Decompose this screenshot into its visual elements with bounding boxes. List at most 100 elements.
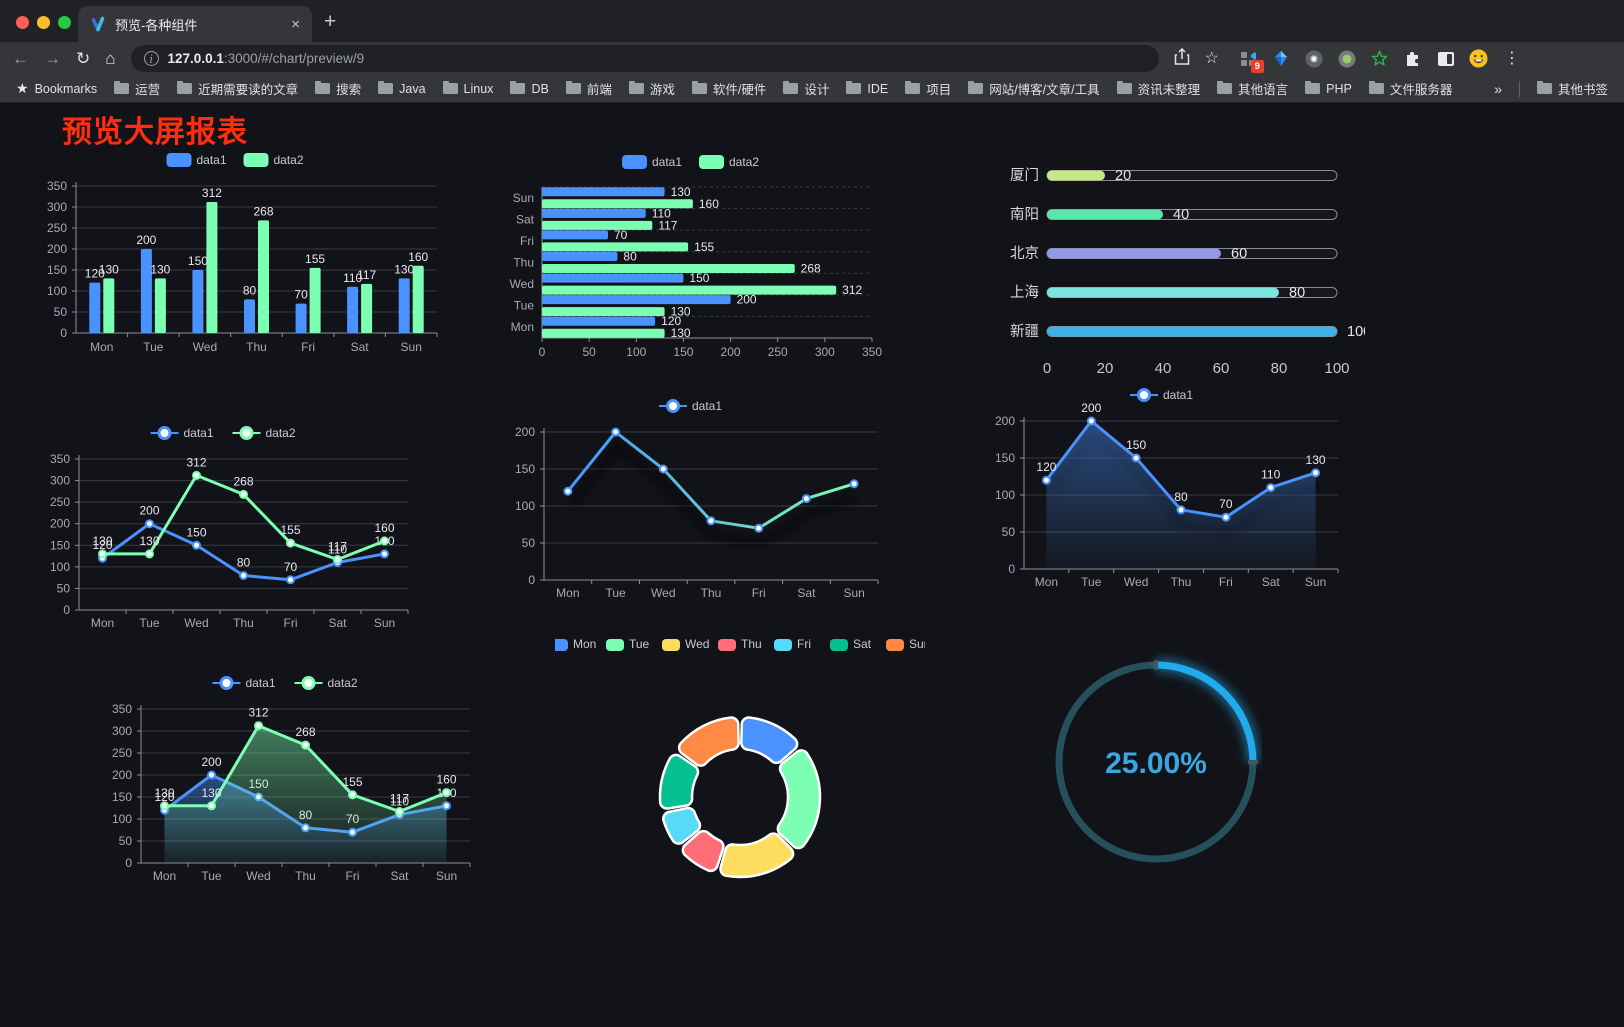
bookmark-folder[interactable]: 近期需要读的文章: [177, 79, 298, 98]
svg-text:130: 130: [154, 786, 174, 800]
svg-text:0: 0: [60, 326, 67, 340]
folder-icon: [783, 80, 799, 94]
bookmark-folder[interactable]: 游戏: [628, 79, 675, 98]
svg-text:Fri: Fri: [301, 340, 315, 354]
svg-text:120: 120: [92, 538, 112, 552]
kebab-menu-icon[interactable]: ⋮: [1503, 49, 1520, 67]
home-icon[interactable]: ⌂: [105, 49, 116, 68]
bookmark-folder[interactable]: IDE: [846, 79, 888, 98]
svg-text:data1: data1: [184, 426, 214, 440]
svg-text:160: 160: [374, 521, 394, 535]
svg-text:130: 130: [671, 326, 691, 340]
bookmark-folder[interactable]: 资讯未整理: [1116, 79, 1201, 98]
bookmark-label: Linux: [463, 81, 494, 96]
folder-icon: [442, 80, 458, 94]
bookmarks-overflow-chevron[interactable]: »: [1494, 80, 1502, 97]
reload-icon[interactable]: ↻: [76, 49, 91, 68]
back-icon[interactable]: ←: [12, 49, 29, 68]
svg-text:70: 70: [1219, 497, 1233, 511]
svg-text:130: 130: [1306, 453, 1326, 467]
browser-toolbar: ← → ↻ ⌂ i 127.0.0.1:3000/#/chart/preview…: [0, 42, 1624, 75]
svg-text:70: 70: [614, 228, 628, 242]
bookmark-folder[interactable]: 前端: [565, 79, 612, 98]
gauge-chart[interactable]: 25.00%: [1050, 651, 1262, 874]
window-zoom-button[interactable]: [58, 16, 71, 29]
extension-puzzle-icon[interactable]: [1403, 49, 1423, 69]
site-favicon: [90, 16, 106, 32]
site-info-icon[interactable]: i: [143, 51, 159, 66]
bookmark-label: 资讯未整理: [1137, 83, 1201, 97]
bookmark-folder[interactable]: 网站/博客/文章/工具: [968, 79, 1100, 98]
bookmark-folder[interactable]: 软件/硬件: [691, 79, 766, 98]
bookmark-folder[interactable]: 搜索: [315, 79, 361, 98]
emoji-face-icon[interactable]: [1469, 49, 1489, 69]
line-chart-two-series[interactable]: data1 data2 0 50 100 150 200 250 300 350 Mon Tue Wed…: [33, 423, 418, 643]
bookmark-folder[interactable]: PHP: [1305, 79, 1352, 98]
svg-text:350: 350: [862, 345, 882, 359]
svg-text:268: 268: [253, 204, 273, 218]
donut-chart[interactable]: Mon Tue Wed Thu Fri Sat Sun: [550, 631, 930, 888]
share-icon[interactable]: [1174, 47, 1190, 70]
new-tab-button[interactable]: +: [324, 10, 337, 33]
svg-text:130: 130: [201, 786, 221, 800]
bookmark-folder[interactable]: Linux: [442, 79, 494, 98]
horizontal-bar-chart[interactable]: data1 data2 0 50 100 150 200 250 300 350 Mon 120 130…: [498, 151, 888, 371]
folder-icon: [846, 80, 862, 94]
svg-text:200: 200: [50, 517, 70, 531]
svg-text:data2: data2: [729, 155, 759, 169]
forward-icon[interactable]: →: [44, 49, 61, 68]
bookmarks-root[interactable]: ★ Bookmarks: [16, 80, 97, 97]
bookmark-folder[interactable]: 设计: [783, 79, 829, 98]
svg-text:110: 110: [1261, 468, 1280, 482]
extension-record-icon[interactable]: [1337, 49, 1357, 69]
line-chart-gradient[interactable]: data1 0 50 100 150 200 Mon Tue Wed Thu Fri Sat Sun: [498, 396, 888, 613]
tab-close-icon[interactable]: ×: [291, 15, 300, 33]
extension-kite-icon[interactable]: [1271, 49, 1291, 69]
window-minimize-button[interactable]: [37, 16, 50, 29]
svg-text:300: 300: [815, 345, 835, 359]
url-bar[interactable]: i 127.0.0.1:3000/#/chart/preview/9: [130, 45, 1159, 72]
extension-grid-icon[interactable]: 9: [1238, 49, 1264, 73]
browser-tab[interactable]: 预览-各种组件 ×: [78, 6, 312, 42]
svg-text:南阳: 南阳: [1010, 206, 1039, 223]
progress-bars-chart[interactable]: 厦门 20 南阳 40 北京 60 上海 80 新疆 100 0 20 40 60 80 100: [995, 153, 1371, 393]
bookmark-label: 文件服务器: [1389, 83, 1453, 97]
bookmark-label: Java: [399, 81, 426, 96]
area-chart-two-series[interactable]: data1 data2 0 50 100 150 200 250 300 350 Mon Tue Wed…: [95, 673, 480, 896]
extension-command-icon[interactable]: ✺: [1304, 49, 1324, 69]
window-close-button[interactable]: [16, 16, 29, 29]
svg-text:Sat: Sat: [328, 616, 347, 630]
svg-text:Fri: Fri: [797, 637, 811, 651]
svg-text:Wed: Wed: [246, 869, 270, 883]
svg-text:20: 20: [1097, 360, 1114, 377]
bookmark-folder[interactable]: Java: [378, 79, 426, 98]
svg-text:Thu: Thu: [233, 616, 254, 630]
area-chart-single[interactable]: data1 0 50 100 150 200 Mon Tue Wed Thu Fri Sat Sun 12…: [980, 385, 1348, 602]
grouped-bar-chart[interactable]: data1 data2 0 50 100 150 200 250 300 350 Mon Tue Wed…: [30, 148, 445, 368]
bookmark-star-icon[interactable]: ☆: [1204, 49, 1219, 67]
bookmark-folder[interactable]: 其他语言: [1217, 79, 1288, 98]
bookmark-folder[interactable]: 文件服务器: [1368, 79, 1453, 98]
extension-green-star-icon[interactable]: [1370, 49, 1390, 69]
svg-text:Sun: Sun: [843, 586, 864, 600]
svg-text:Mon: Mon: [1035, 575, 1058, 589]
svg-text:Sat: Sat: [390, 869, 409, 883]
svg-text:300: 300: [47, 200, 67, 214]
bookmark-folder[interactable]: DB: [510, 79, 549, 98]
svg-text:Thu: Thu: [246, 340, 267, 354]
bookmark-folder[interactable]: 运营: [114, 79, 160, 98]
bookmark-folder[interactable]: 项目: [905, 79, 951, 98]
other-bookmarks[interactable]: 其他书签: [1536, 79, 1608, 98]
svg-text:200: 200: [515, 425, 535, 439]
folder-icon: [905, 80, 921, 94]
svg-text:Sun: Sun: [1305, 575, 1326, 589]
svg-text:200: 200: [136, 233, 156, 247]
folder-icon: [510, 80, 526, 94]
bookmark-label: DB: [531, 81, 549, 96]
svg-text:厦门: 厦门: [1010, 167, 1039, 184]
tab-title: 预览-各种组件: [115, 17, 198, 33]
svg-text:50: 50: [522, 536, 536, 550]
sidebar-panel-icon[interactable]: [1436, 49, 1456, 69]
folder-icon: [1305, 80, 1321, 94]
svg-text:100: 100: [1324, 360, 1349, 377]
